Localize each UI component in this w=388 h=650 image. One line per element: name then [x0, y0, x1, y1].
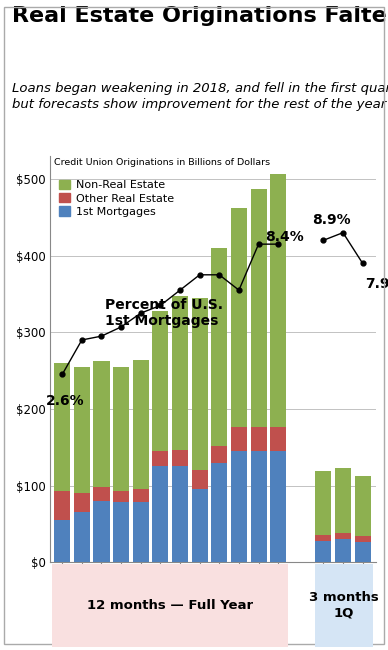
Bar	[54, 363, 70, 491]
Bar	[152, 467, 168, 562]
Bar	[270, 174, 286, 426]
Bar	[74, 493, 90, 512]
Bar	[335, 540, 351, 562]
Bar	[251, 189, 267, 426]
Bar	[133, 502, 149, 562]
Legend: Non-Real Estate, Other Real Estate, 1st Mortgages: Non-Real Estate, Other Real Estate, 1st …	[59, 180, 174, 216]
Bar	[74, 512, 90, 562]
Bar	[355, 476, 371, 536]
Bar	[231, 208, 247, 426]
Bar	[355, 541, 371, 562]
Text: 12 months — Full Year: 12 months — Full Year	[87, 599, 253, 612]
Bar	[54, 520, 70, 562]
Text: 7.9%: 7.9%	[365, 278, 388, 291]
Bar	[335, 468, 351, 533]
Bar	[211, 248, 227, 446]
Bar	[172, 296, 188, 450]
Bar	[113, 367, 129, 491]
Bar	[113, 491, 129, 502]
Bar	[315, 471, 331, 535]
Bar	[133, 489, 149, 502]
Bar	[152, 311, 168, 451]
Bar	[74, 367, 90, 493]
Bar	[192, 298, 208, 470]
Bar	[355, 536, 371, 541]
Text: 3 months
1Q: 3 months 1Q	[309, 591, 379, 619]
Text: 8.4%: 8.4%	[265, 230, 304, 244]
Text: Real Estate Originations Falter: Real Estate Originations Falter	[12, 6, 388, 27]
Bar	[152, 451, 168, 467]
Text: Percent of U.S.
1st Mortgages: Percent of U.S. 1st Mortgages	[106, 298, 223, 328]
Bar	[315, 535, 331, 541]
Bar	[211, 463, 227, 562]
Bar	[94, 361, 109, 487]
Bar	[172, 467, 188, 562]
Bar	[94, 501, 109, 562]
Bar	[192, 489, 208, 562]
Bar	[113, 502, 129, 562]
Text: 2.6%: 2.6%	[45, 394, 84, 408]
Bar	[231, 451, 247, 562]
Bar	[270, 426, 286, 451]
Bar	[335, 533, 351, 540]
Bar	[133, 360, 149, 489]
Bar	[172, 450, 188, 467]
Bar	[94, 487, 109, 501]
Bar	[315, 541, 331, 562]
Bar	[270, 451, 286, 562]
Bar	[211, 446, 227, 463]
Bar	[251, 426, 267, 451]
Bar	[231, 426, 247, 451]
Bar	[192, 470, 208, 489]
Bar	[251, 451, 267, 562]
Text: 8.9%: 8.9%	[313, 213, 351, 228]
Text: Credit Union Originations in Billions of Dollars: Credit Union Originations in Billions of…	[54, 158, 270, 167]
Bar	[54, 491, 70, 520]
Text: Loans began weakening in 2018, and fell in the first quarter,
but forecasts show: Loans began weakening in 2018, and fell …	[12, 83, 388, 110]
